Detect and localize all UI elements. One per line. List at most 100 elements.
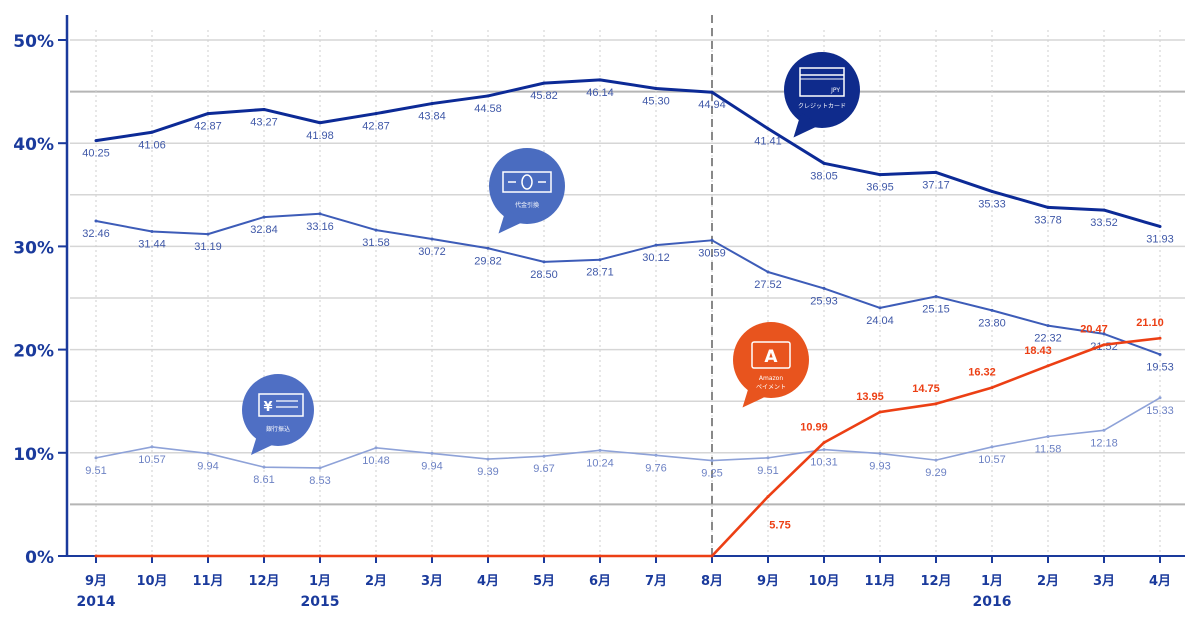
y-tick-label: 0% — [25, 548, 54, 568]
data-point — [1102, 428, 1106, 432]
data-label: 32.84 — [250, 224, 278, 236]
yen-sign: ¥ — [263, 400, 272, 415]
data-label: 15.33 — [1146, 405, 1174, 417]
data-point — [822, 448, 826, 452]
data-label: 20.47 — [1080, 324, 1108, 336]
data-point — [374, 554, 378, 558]
data-label: 46.14 — [586, 87, 614, 99]
x-tick-label: 2月 — [1037, 574, 1059, 589]
data-label: 19.53 — [1146, 361, 1174, 373]
data-point — [822, 161, 826, 165]
data-label: 29.82 — [474, 255, 502, 267]
data-point — [430, 451, 434, 455]
data-label: 18.43 — [1024, 345, 1052, 357]
data-label: 30.12 — [642, 252, 670, 264]
bank-transfer-icon — [258, 393, 304, 417]
data-label: 44.58 — [474, 103, 502, 115]
data-point — [934, 458, 938, 462]
x-tick-label: 12月 — [248, 574, 279, 589]
data-point — [598, 258, 602, 262]
data-label: 9.39 — [477, 466, 498, 478]
x-tick-label: 11月 — [192, 574, 223, 589]
data-label: 31.19 — [194, 241, 222, 253]
x-tick-label: 1月 — [309, 574, 331, 589]
data-label: 44.94 — [698, 99, 726, 111]
data-point — [542, 81, 546, 85]
bank-transfer-bubble: ¥ 銀行振込 — [242, 374, 314, 455]
amazon-mark: A — [764, 347, 778, 367]
x-tick-label: 12月 — [920, 574, 951, 589]
data-point — [1158, 396, 1162, 400]
data-point — [486, 94, 490, 98]
data-point — [430, 237, 434, 241]
data-label: 31.93 — [1146, 233, 1174, 245]
data-label: 42.87 — [362, 121, 390, 133]
data-point — [542, 260, 546, 264]
data-point — [1102, 332, 1106, 336]
data-label: 10.99 — [800, 422, 828, 434]
data-label: 5.75 — [769, 520, 790, 532]
data-point — [374, 446, 378, 450]
data-point — [262, 465, 266, 469]
data-label: 35.33 — [978, 198, 1006, 210]
data-label: 10.48 — [362, 455, 390, 467]
data-point — [318, 212, 322, 216]
data-label: 45.30 — [642, 96, 670, 108]
data-label: 36.95 — [866, 182, 894, 194]
bubble-circle — [784, 52, 860, 128]
data-point — [374, 112, 378, 116]
bank-transfer-label: 銀行振込 — [266, 425, 290, 433]
data-point — [262, 554, 266, 558]
data-point — [94, 219, 98, 223]
data-label: 9.94 — [197, 460, 218, 472]
x-tick-label: 6月 — [589, 574, 611, 589]
bubble-tail — [742, 382, 770, 408]
data-point — [1046, 364, 1050, 368]
series-line-3 — [96, 336, 1161, 558]
data-label: 22.32 — [1034, 333, 1062, 345]
y-tick-label: 40% — [13, 135, 54, 155]
data-point — [878, 306, 882, 310]
data-label: 40.25 — [82, 148, 110, 160]
data-label: 10.57 — [138, 454, 166, 466]
x-tick-label: 11月 — [864, 574, 895, 589]
bubble-tail — [251, 431, 277, 455]
data-point — [710, 238, 714, 242]
data-point — [822, 441, 826, 445]
data-label: 14.75 — [912, 383, 940, 395]
data-point — [878, 410, 882, 414]
data-label: 31.44 — [138, 239, 166, 251]
data-point — [990, 445, 994, 449]
data-point — [430, 554, 434, 558]
data-label: 9.51 — [757, 465, 778, 477]
data-label: 16.32 — [968, 367, 996, 379]
data-point — [1158, 224, 1162, 228]
credit-card-bubble: JPY クレジットカード — [784, 52, 860, 138]
data-label: 12.18 — [1090, 437, 1118, 449]
data-label: 43.27 — [250, 116, 278, 128]
data-point — [150, 130, 154, 134]
data-point — [206, 451, 210, 455]
data-point — [598, 78, 602, 82]
x-tick-label: 3月 — [421, 574, 443, 589]
data-label: 41.98 — [306, 130, 334, 142]
data-point — [990, 189, 994, 193]
data-label: 11.58 — [1035, 443, 1062, 455]
data-label: 13.95 — [856, 391, 884, 403]
data-point — [766, 270, 770, 274]
data-label: 9.51 — [85, 465, 106, 477]
data-label: 9.93 — [869, 461, 890, 473]
data-point — [710, 554, 714, 558]
data-label: 37.17 — [922, 179, 950, 191]
x-year-label: 2014 — [77, 594, 116, 610]
x-tick-label: 10月 — [808, 574, 839, 589]
y-tick-label: 50% — [13, 32, 54, 52]
data-point — [934, 294, 938, 298]
data-label: 43.84 — [418, 111, 446, 123]
amazon-label-2: ペイメント — [756, 384, 786, 391]
data-label: 28.50 — [530, 269, 558, 281]
data-point — [654, 453, 658, 457]
data-point — [822, 286, 826, 290]
data-point — [542, 454, 546, 458]
